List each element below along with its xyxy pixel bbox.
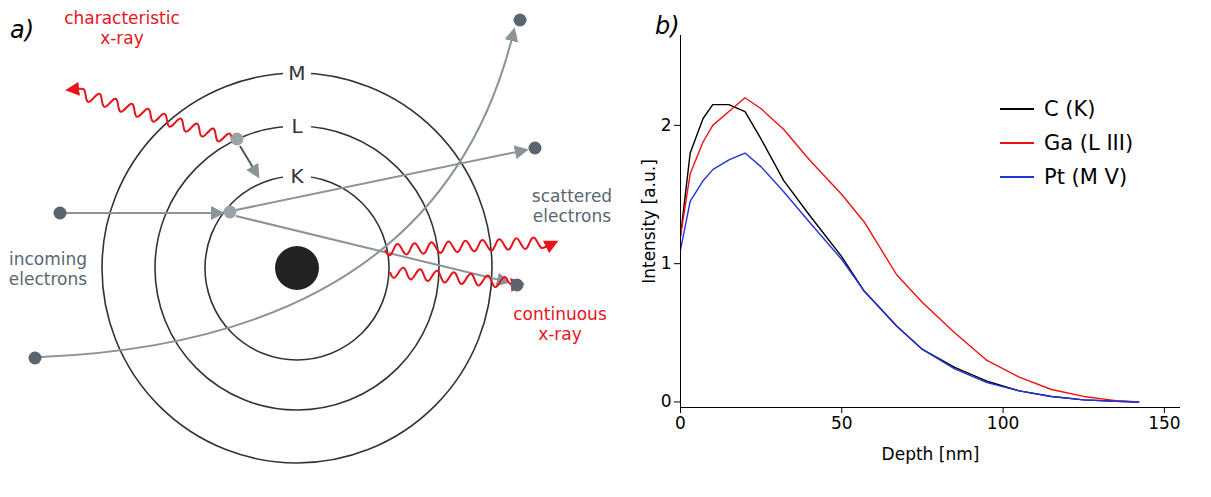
html-text:Pt (M V): Pt (M V) bbox=[1044, 165, 1128, 189]
svg-text:0: 0 bbox=[661, 391, 672, 411]
svg-text:M: M bbox=[288, 61, 305, 85]
svg-text:a): a) bbox=[10, 16, 34, 44]
svg-text:continuousx-ray: continuousx-ray bbox=[513, 304, 607, 344]
svg-text:100: 100 bbox=[987, 413, 1019, 433]
svg-text:2: 2 bbox=[661, 115, 672, 135]
html-text:Ga (L III): Ga (L III) bbox=[1044, 131, 1134, 155]
svg-text:scatteredelectrons: scatteredelectrons bbox=[532, 186, 612, 226]
svg-text:L: L bbox=[291, 114, 303, 138]
html-text:C (K): C (K) bbox=[1044, 97, 1096, 121]
svg-text:Depth [nm]: Depth [nm] bbox=[882, 444, 980, 464]
svg-text:incomingelectrons: incomingelectrons bbox=[9, 249, 87, 289]
svg-text:K: K bbox=[290, 164, 304, 188]
svg-text:characteristicx-ray: characteristicx-ray bbox=[64, 8, 180, 48]
svg-text:150: 150 bbox=[1148, 413, 1180, 433]
svg-text:50: 50 bbox=[831, 413, 853, 433]
svg-text:1: 1 bbox=[661, 253, 672, 273]
html-text:b): b) bbox=[655, 12, 680, 40]
svg-text:0: 0 bbox=[675, 413, 686, 433]
svg-text:Intensity [a.u.]: Intensity [a.u.] bbox=[639, 159, 659, 284]
